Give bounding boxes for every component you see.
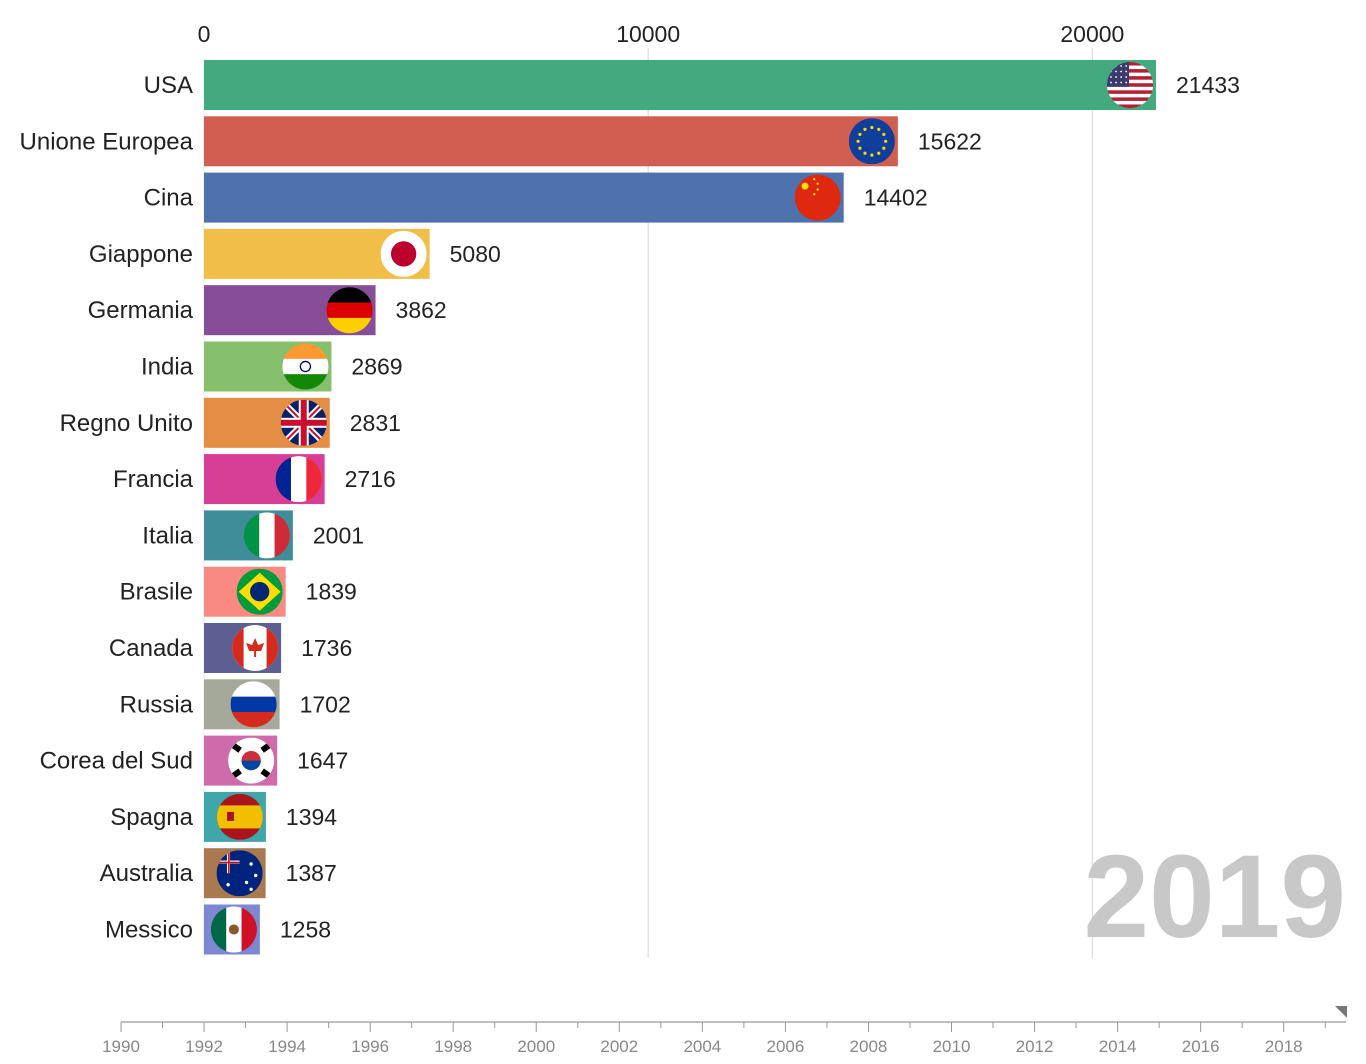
spain-flag-icon xyxy=(216,793,263,840)
category-label: Germania xyxy=(88,297,194,324)
australia-flag-icon xyxy=(216,850,263,897)
eu-flag-icon xyxy=(848,118,895,165)
timeline-tick-label: 2004 xyxy=(683,1037,721,1056)
timeline-tick-label: 2016 xyxy=(1182,1037,1220,1056)
axis-tick-label: 20000 xyxy=(1060,21,1124,47)
canada-flag-icon xyxy=(232,625,279,671)
value-label: 1647 xyxy=(297,748,348,774)
current-year-label: 2019 xyxy=(1083,831,1346,963)
category-label: Francia xyxy=(113,466,194,493)
italy-flag-icon xyxy=(243,512,290,559)
category-label: Canada xyxy=(109,635,194,662)
brazil-flag-icon xyxy=(236,568,283,615)
timeline-handle[interactable] xyxy=(1335,1006,1347,1018)
category-label: Giappone xyxy=(89,241,193,268)
category-label: Messico xyxy=(105,917,193,944)
usa-flag-icon xyxy=(1107,62,1153,108)
value-label: 1736 xyxy=(301,635,352,661)
bar xyxy=(204,60,1156,110)
year-timeline[interactable]: 1990 1992 1994 1996 1998 2000 2002 2004 2006 2008… xyxy=(102,1006,1347,1056)
axis-tick-label: 10000 xyxy=(616,21,680,47)
category-label: Corea del Sud xyxy=(40,748,193,775)
category-label: Cina xyxy=(144,185,194,212)
category-label: Italia xyxy=(142,522,193,549)
uk-flag-icon xyxy=(280,399,327,446)
timeline-tick-label: 2012 xyxy=(1016,1037,1054,1056)
value-label: 15622 xyxy=(918,128,982,154)
timeline-tick-label: 2014 xyxy=(1099,1037,1137,1056)
value-label: 1839 xyxy=(306,579,357,605)
value-label: 21433 xyxy=(1176,72,1240,98)
france-flag-icon xyxy=(275,456,322,503)
germany-flag-icon xyxy=(326,287,373,334)
value-label: 3862 xyxy=(396,297,447,323)
value-label: 14402 xyxy=(864,185,928,211)
category-label: India xyxy=(141,354,194,381)
timeline-tick-label: 1998 xyxy=(434,1037,472,1056)
timeline-tick-label: 2000 xyxy=(517,1037,555,1056)
japan-flag-icon xyxy=(380,230,427,277)
category-label: USA xyxy=(144,72,193,99)
value-label: 1387 xyxy=(286,860,337,886)
category-label: Australia xyxy=(100,860,194,887)
value-label: 1394 xyxy=(286,804,337,830)
axis-tick-label: 0 xyxy=(198,21,211,47)
russia-flag-icon xyxy=(230,681,277,728)
bar xyxy=(204,116,898,167)
value-label: 2001 xyxy=(313,522,364,548)
value-label: 2869 xyxy=(351,354,402,380)
south-korea-flag-icon xyxy=(228,737,275,784)
category-label: Brasile xyxy=(120,579,193,606)
timeline-tick-label: 1990 xyxy=(102,1037,140,1056)
category-label: Spagna xyxy=(110,804,193,831)
category-label: Russia xyxy=(120,691,194,718)
timeline-tick-label: 2018 xyxy=(1265,1037,1303,1056)
timeline-tick-label: 2008 xyxy=(850,1037,888,1056)
timeline-tick-label: 2006 xyxy=(766,1037,804,1056)
india-flag-icon xyxy=(282,343,329,390)
bar xyxy=(204,172,844,223)
timeline-tick-label: 1996 xyxy=(351,1037,389,1056)
value-label: 1702 xyxy=(300,691,351,717)
value-label: 5080 xyxy=(450,241,501,267)
timeline-tick-label: 2010 xyxy=(933,1037,971,1056)
timeline-tick-label: 1992 xyxy=(185,1037,223,1056)
value-axis: 0 10000 20000 xyxy=(198,21,1125,47)
mexico-flag-icon xyxy=(210,906,257,953)
china-flag-icon xyxy=(794,174,841,221)
timeline-tick-label: 2002 xyxy=(600,1037,638,1056)
value-label: 1258 xyxy=(280,917,331,943)
timeline-tick-label: 1994 xyxy=(268,1037,306,1056)
value-label: 2831 xyxy=(350,410,401,436)
bars-group: USA 21433 Unione Europea 15622 Cina 14402 Giap… xyxy=(20,60,1240,955)
value-label: 2716 xyxy=(345,466,396,492)
category-label: Regno Unito xyxy=(60,410,193,437)
category-label: Unione Europea xyxy=(20,128,194,155)
